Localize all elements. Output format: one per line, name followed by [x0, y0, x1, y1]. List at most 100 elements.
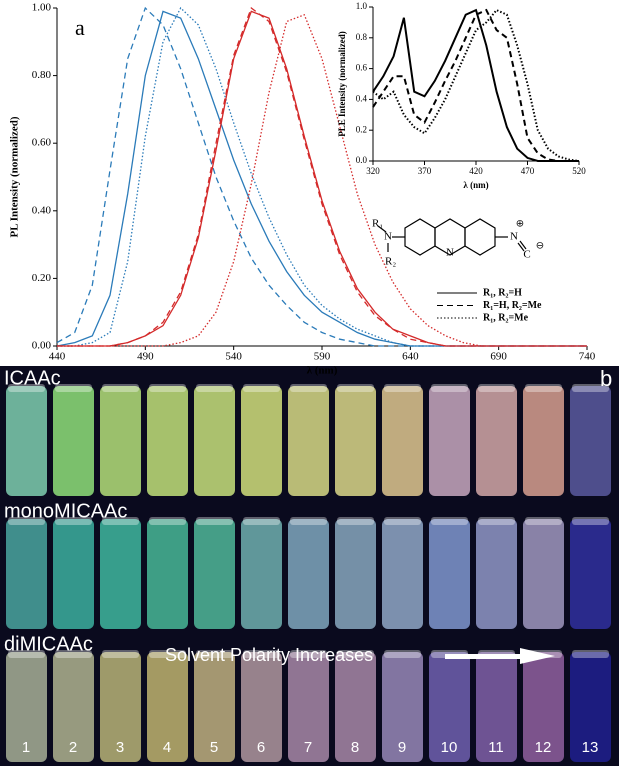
panel-label: a — [75, 15, 85, 40]
y-tick-label: 0.40 — [32, 204, 52, 216]
x-tick-label: 420 — [469, 166, 483, 176]
series-line — [57, 13, 587, 347]
vial — [194, 386, 235, 496]
vial — [476, 519, 517, 629]
vial-cap — [478, 517, 515, 525]
arrow — [445, 648, 555, 664]
structure-label: N — [446, 247, 454, 259]
y-tick-label: 0.00 — [32, 340, 52, 352]
vial — [570, 386, 611, 496]
vial-cap — [290, 517, 327, 525]
vial-number: 7 — [304, 739, 312, 756]
x-tick-label: 440 — [49, 351, 66, 363]
vial — [523, 519, 564, 629]
vial — [53, 652, 94, 762]
vial — [100, 386, 141, 496]
row-label: monoMICAAc — [4, 500, 127, 522]
y-tick-label: 0.2 — [356, 124, 367, 134]
series-line — [372, 8, 579, 162]
y-tick-label: 0.0 — [356, 155, 368, 165]
x-tick-label: 520 — [572, 166, 586, 176]
vial-cap — [243, 384, 280, 392]
arrow-text: Solvent Polarity Increases — [165, 645, 373, 665]
vial — [523, 386, 564, 496]
vial-cap — [431, 517, 468, 525]
vial-number: 10 — [441, 739, 458, 756]
vial-number: 13 — [582, 739, 599, 756]
series-line — [372, 8, 580, 162]
structure-label: ⊕ — [516, 218, 524, 229]
x-tick-label: 490 — [137, 351, 154, 363]
structure-label: R₂ — [385, 256, 396, 268]
panel-label: b — [600, 366, 612, 391]
x-tick-label: 740 — [579, 351, 596, 363]
vial-cap — [384, 650, 421, 658]
vial-cap — [431, 384, 468, 392]
vial — [241, 519, 282, 629]
vial — [194, 519, 235, 629]
vial — [147, 652, 188, 762]
vial-cap — [572, 384, 609, 392]
x-axis-label: λ (nm) — [307, 365, 338, 377]
vial-cap — [102, 517, 139, 525]
vial-cap — [8, 384, 45, 392]
legend-label: R₁, R₂=H — [483, 287, 522, 298]
vial — [429, 386, 470, 496]
vial-number: 12 — [535, 739, 552, 756]
vial — [382, 519, 423, 629]
vial-cap — [102, 384, 139, 392]
vial-cap — [8, 517, 45, 525]
vial — [429, 652, 470, 762]
vial — [382, 386, 423, 496]
vial-cap — [243, 650, 280, 658]
vial-number: 5 — [210, 739, 218, 756]
structure-label: N — [510, 231, 518, 243]
vial-cap — [243, 517, 280, 525]
y-tick-label: 0.80 — [32, 69, 52, 81]
structure — [377, 218, 527, 256]
vial-cap — [337, 650, 374, 658]
vial-number: 4 — [163, 739, 171, 756]
vial — [53, 519, 94, 629]
vial-cap — [572, 650, 609, 658]
structure-label: N — [384, 231, 392, 243]
series-line — [372, 8, 579, 162]
legend-label: R₁, R₂=Me — [483, 312, 529, 323]
vial-cap — [384, 517, 421, 525]
vial-cap — [196, 384, 233, 392]
vial-cap — [525, 384, 562, 392]
x-tick-label: 320 — [366, 166, 380, 176]
vial — [241, 386, 282, 496]
vial-cap — [290, 384, 327, 392]
legend-label: R₁=H, R₂=Me — [483, 300, 542, 311]
vial-cap — [572, 517, 609, 525]
vial — [6, 386, 47, 496]
vial-cap — [102, 650, 139, 658]
vial-cap — [384, 384, 421, 392]
vial — [53, 386, 94, 496]
vial — [241, 652, 282, 762]
y-tick-label: 1.0 — [356, 1, 368, 11]
vial — [476, 386, 517, 496]
vial-cap — [55, 650, 92, 658]
vial-number: 8 — [351, 739, 359, 756]
row-label: ICAAc — [4, 367, 61, 389]
y-tick-label: 0.20 — [32, 272, 52, 284]
vial-cap — [290, 650, 327, 658]
y-tick-label: 0.8 — [356, 32, 368, 42]
vial — [382, 652, 423, 762]
vial-cap — [8, 650, 45, 658]
vial — [147, 519, 188, 629]
vial-cap — [196, 650, 233, 658]
vial-cap — [149, 517, 186, 525]
vial-cap — [525, 517, 562, 525]
vial-cap — [149, 384, 186, 392]
y-tick-label: 0.4 — [356, 93, 368, 103]
row-label: diMICAAc — [4, 633, 93, 655]
y-axis-label: PLE Intensity (normalized) — [337, 31, 347, 137]
x-tick-label: 470 — [521, 166, 535, 176]
x-tick-label: 370 — [418, 166, 432, 176]
x-tick-label: 690 — [490, 351, 507, 363]
vial-number: 11 — [488, 739, 504, 756]
